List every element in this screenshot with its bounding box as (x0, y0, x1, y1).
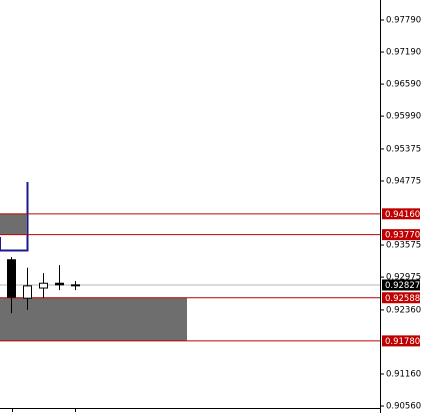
price-tag (382, 229, 420, 241)
drawn-bracket (0, 182, 29, 252)
candle-body (7, 259, 16, 298)
y-tick-label: 0.96590 (386, 80, 421, 90)
price-tag (382, 335, 420, 347)
price-tag-label: 0.92827 (385, 281, 420, 291)
price-tag-label: 0.94160 (385, 210, 420, 220)
zone (0, 297, 187, 341)
y-tick-label: 0.97790 (386, 16, 421, 26)
price-tag-label: 0.93770 (385, 231, 420, 241)
candle-body (39, 282, 48, 289)
candle-body (23, 285, 32, 299)
price-tag-label: 0.92588 (385, 294, 420, 304)
y-tick-label: 0.90560 (386, 402, 421, 412)
y-tick-label: 0.97190 (386, 48, 421, 58)
y-tick-label: 0.95375 (386, 144, 421, 154)
price-tag-label: 0.91780 (385, 337, 420, 347)
price-tag (382, 292, 420, 304)
candle-body (55, 282, 64, 286)
y-tick-label: 0.94775 (386, 176, 421, 186)
y-tick-label: 0.91160 (386, 369, 421, 379)
price-tag (382, 208, 420, 220)
y-tick-label: 0.95990 (386, 112, 421, 122)
y-tick-label: 0.93575 (386, 241, 421, 251)
y-tick-label: 0.92360 (386, 305, 421, 315)
candle-body (71, 284, 80, 287)
zone (0, 213, 27, 235)
y-tick-label: 0.92975 (386, 273, 421, 283)
price-tag (382, 279, 420, 291)
